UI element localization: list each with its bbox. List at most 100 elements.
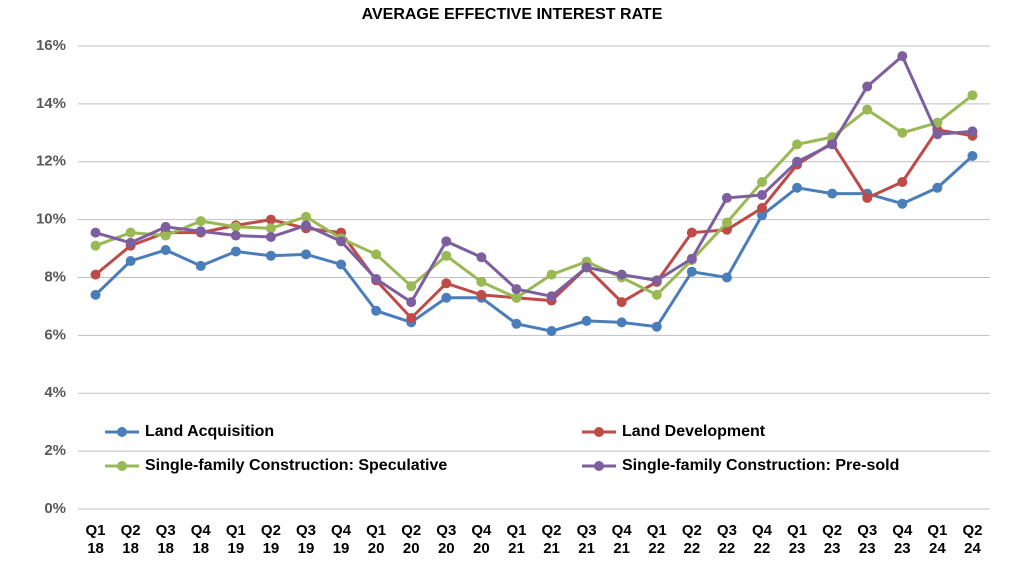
data-point: [792, 139, 803, 150]
data-point: [967, 126, 978, 137]
data-point: [827, 188, 838, 199]
data-point: [230, 221, 241, 232]
data-point: [371, 305, 382, 316]
data-point: [511, 292, 522, 303]
data-point: [336, 259, 347, 270]
data-point: [897, 177, 908, 188]
data-point: [932, 182, 943, 193]
x-tick-label: Q3 20: [436, 522, 457, 557]
x-tick-label: Q4 21: [611, 522, 632, 557]
x-tick-label: Q1 24: [927, 522, 948, 557]
x-tick-label: Q2 22: [681, 522, 702, 557]
data-point: [301, 249, 311, 260]
data-point: [125, 256, 136, 267]
legend-label: Land Development: [622, 423, 766, 440]
series-line: [94, 154, 974, 333]
data-point: [336, 236, 347, 247]
data-point: [616, 269, 627, 280]
y-tick-label: 16%: [36, 37, 66, 54]
data-point: [686, 227, 697, 238]
data-point: [160, 245, 171, 256]
data-point: [862, 192, 873, 203]
data-point: [686, 266, 697, 277]
data-point: [195, 216, 206, 227]
data-point: [651, 321, 662, 332]
data-point: [160, 230, 171, 241]
x-tick-label: Q4 19: [331, 522, 352, 557]
legend-marker: [117, 461, 127, 471]
x-tick-label: Q2 24: [962, 522, 983, 557]
data-point: [301, 211, 311, 222]
data-point: [195, 260, 206, 271]
data-point: [195, 226, 206, 237]
data-point: [721, 192, 732, 203]
data-point: [721, 272, 732, 283]
x-tick-label: Q4 20: [471, 522, 492, 557]
series-line: [95, 94, 974, 300]
x-tick-label: Q1 18: [85, 522, 106, 557]
data-point: [757, 210, 767, 221]
x-tick-label: Q2 23: [822, 522, 843, 557]
data-point: [616, 297, 627, 308]
data-point: [441, 250, 452, 261]
data-point: [546, 269, 557, 280]
y-tick-label: 12%: [36, 153, 66, 170]
series-line: [95, 53, 973, 305]
x-tick-label: Q4 18: [190, 522, 211, 557]
data-point: [757, 190, 767, 201]
data-point: [371, 249, 382, 260]
y-tick-label: 2%: [44, 442, 66, 459]
x-tick-label: Q3 22: [716, 522, 737, 557]
x-tick-label: Q1 20: [366, 522, 387, 557]
chart-title: AVERAGE EFFECTIVE INTEREST RATE: [362, 6, 663, 23]
x-tick-label: Q3 21: [576, 522, 597, 557]
data-point: [90, 269, 101, 280]
data-point: [827, 139, 838, 150]
data-point: [897, 127, 908, 138]
data-point: [757, 177, 767, 188]
legend-label: Single-family Construction: Pre-sold: [622, 457, 899, 474]
data-point: [230, 246, 241, 257]
data-point: [265, 231, 276, 242]
x-tick-label: Q4 22: [751, 522, 772, 557]
data-point: [651, 275, 662, 286]
data-point: [406, 281, 417, 292]
data-point: [897, 198, 908, 209]
data-point: [230, 230, 241, 241]
data-point: [967, 90, 978, 101]
x-tick-label: Q2 19: [260, 522, 281, 557]
x-tick-label: Q3 18: [155, 522, 176, 557]
x-tick-label: Q1 22: [646, 522, 667, 557]
data-point: [546, 291, 557, 302]
data-point: [265, 250, 276, 261]
data-point: [792, 182, 803, 193]
y-tick-label: 8%: [44, 268, 66, 285]
legend-label: Single-family Construction: Speculative: [145, 457, 447, 474]
legend-marker: [594, 427, 604, 437]
data-point: [441, 236, 452, 247]
data-point: [265, 223, 276, 234]
data-point: [757, 203, 767, 214]
y-tick-label: 14%: [36, 95, 66, 112]
x-tick-label: Q1 23: [787, 522, 808, 557]
data-point: [125, 227, 136, 238]
x-tick-label: Q3 19: [295, 522, 316, 557]
data-point: [932, 129, 943, 140]
data-point: [581, 262, 592, 273]
data-point: [967, 150, 978, 161]
data-point: [476, 289, 487, 300]
y-tick-label: 0%: [44, 500, 66, 517]
legend-label: Land Acquisition: [145, 423, 274, 440]
data-point: [476, 252, 487, 263]
data-point: [862, 104, 873, 115]
y-tick-label: 4%: [44, 384, 66, 401]
x-tick-label: Q1 21: [506, 522, 527, 557]
data-point: [160, 221, 171, 232]
x-tick-label: Q3 23: [857, 522, 878, 557]
data-point: [90, 227, 101, 238]
data-point: [476, 276, 487, 287]
data-point: [90, 289, 101, 300]
data-point: [301, 220, 311, 231]
